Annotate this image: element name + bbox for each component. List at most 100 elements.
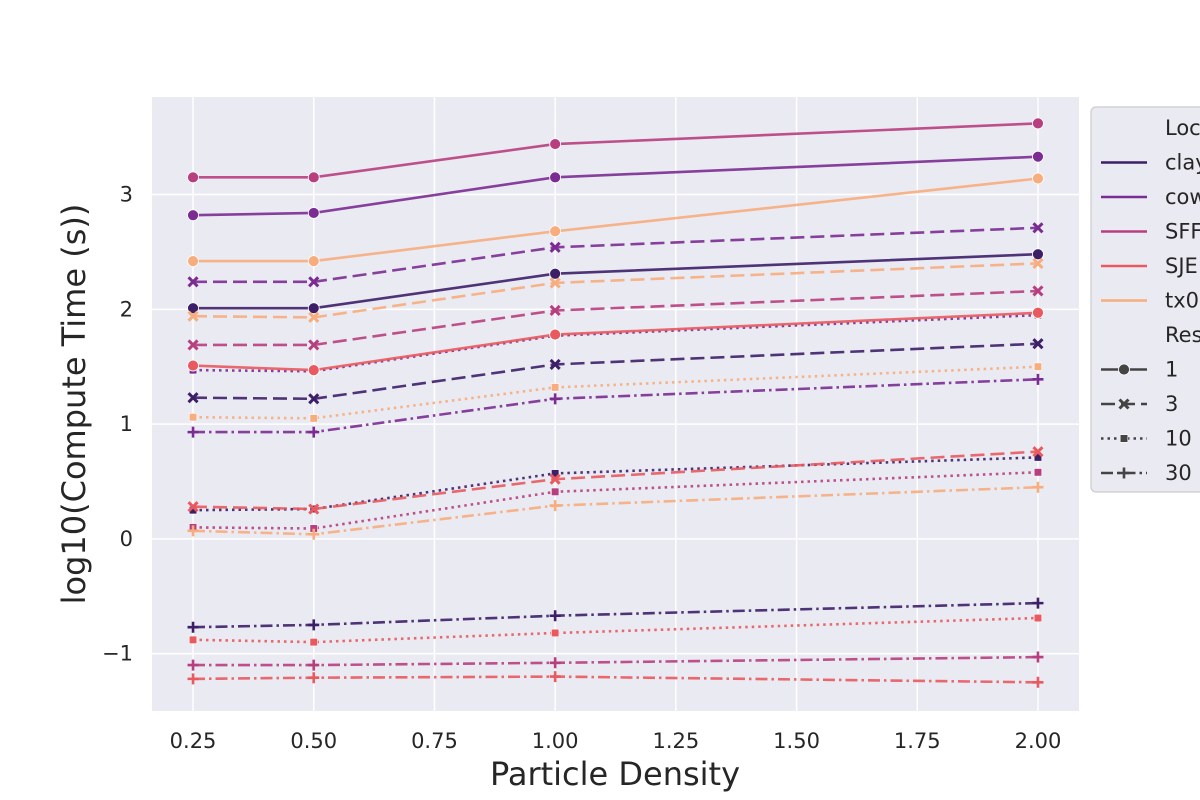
legend-marker [1119,434,1129,443]
data-point [551,628,560,638]
legend-marker [1118,363,1130,376]
legend-item-res-30: 30 [1101,461,1192,485]
data-point [188,635,198,644]
data-point [1032,306,1044,319]
y-tick-label: 2 [120,297,133,321]
data-point [308,672,320,684]
x-tick-label: 1.00 [532,729,579,753]
series-tx0-res-1 [187,172,1044,268]
data-point [308,503,320,515]
data-point [188,413,198,422]
x-tick-label: 0.25 [170,729,217,753]
series-SFF-res-3 [187,285,1044,351]
data-point [308,426,320,438]
legend-item-res-10: 10 [1101,427,1192,451]
series-line [193,177,1039,263]
data-point [1032,338,1044,350]
series-line [193,289,1039,347]
legend-label: clay [1165,151,1200,175]
data-point [1032,222,1044,234]
data-point [307,171,320,184]
data-point [549,277,561,289]
data-point [1032,446,1044,458]
y-tick-label: 0 [120,527,133,551]
data-point [549,657,561,669]
legend-label: 1 [1165,358,1178,382]
series-tx0-res-30 [187,481,1044,540]
data-point [308,528,320,540]
data-point [549,171,562,184]
data-point [307,302,320,315]
series-line [193,655,1039,667]
y-tick-label: 3 [120,183,133,207]
x-axis-label: Particle Density [490,755,740,793]
data-point [1032,651,1044,663]
data-point [549,241,561,253]
data-point [549,671,561,683]
series-layer [187,117,1044,688]
legend-label: tx0 [1165,289,1199,313]
legend-label: cow [1165,185,1200,209]
series-line [192,471,1039,530]
legend-title: Res [1165,323,1200,347]
series-tx0-res-3 [187,257,1044,323]
series-line [192,155,1039,217]
data-point [549,328,562,341]
data-point [551,383,560,392]
data-point [1032,257,1044,269]
data-point [1032,150,1044,163]
series-SFF-res-1 [187,117,1044,184]
series-line [192,365,1039,420]
data-point [549,267,562,280]
data-point [1032,597,1044,609]
series-SJE-res-3 [187,446,1044,515]
data-point [187,501,199,513]
series-line [192,311,1039,372]
series-line [192,342,1039,401]
data-point [1032,248,1044,261]
legend-item-SJE: SJE [1101,254,1198,278]
data-point [187,525,199,537]
data-point [187,310,199,322]
series-line [193,378,1039,434]
data-point [549,304,561,317]
data-point [549,393,561,405]
series-cow-res-3 [187,222,1044,288]
series-line [192,262,1039,319]
data-point [1033,468,1043,477]
data-point [1032,117,1044,130]
x-tick-label: 1.75 [894,729,941,753]
data-point [187,659,199,671]
series-cow-res-1 [187,150,1044,222]
data-point [308,276,320,288]
data-point [308,339,320,351]
series-line [192,675,1039,684]
data-point [309,638,318,647]
legend-item-res-3: 3 [1101,392,1178,416]
data-point [309,414,318,423]
series-SJE-res-10 [188,613,1043,647]
x-axis-ticks: 0.25 0.50 0.75 1.00 1.25 1.50 1.75 2.00 [170,729,1062,753]
data-point [187,339,199,351]
data-point [549,138,562,150]
x-tick-label: 1.50 [773,729,820,753]
data-point [308,393,320,405]
data-point [1032,172,1044,185]
series-line [192,485,1039,536]
data-point [549,358,561,370]
data-point [1032,481,1044,493]
legend-item-res-1: 1 [1101,358,1178,382]
plot-area [152,97,1079,711]
series-SFF-res-30 [187,651,1044,671]
data-point [549,473,561,485]
data-point [187,302,199,315]
y-axis-ticks: −1 0 1 2 3 [102,183,133,666]
legend: Loc clay cow SFF SJE tx0 Res 1 3 10 30 [1090,106,1200,493]
data-point [308,659,320,671]
y-tick-label: −1 [102,642,133,666]
legend-item-SFF: SFF [1101,220,1200,244]
series-line [192,601,1039,629]
data-point [187,673,199,685]
series-clay-res-1 [187,248,1044,315]
